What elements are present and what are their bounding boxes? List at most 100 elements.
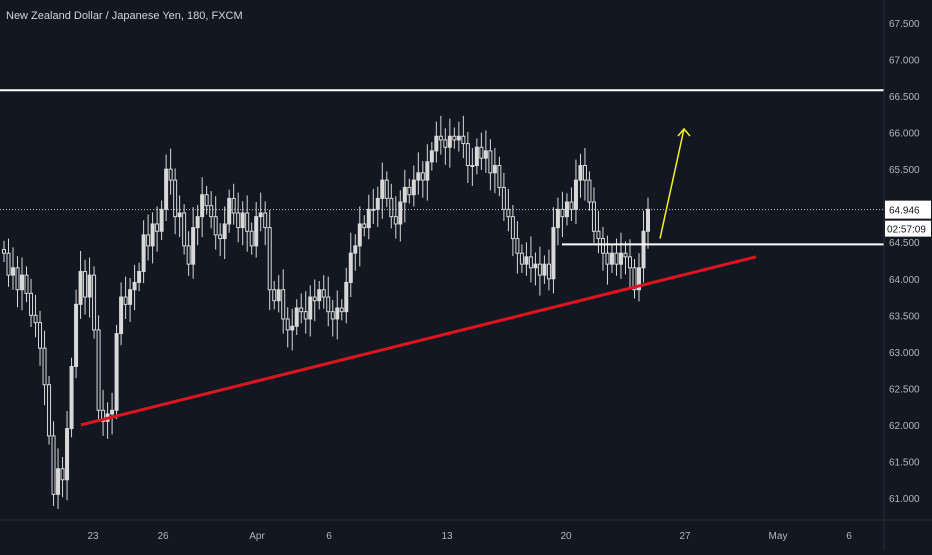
candle-body [308, 296, 313, 320]
candle [92, 266, 97, 339]
candle [330, 299, 335, 337]
candle [546, 249, 551, 291]
candle [299, 293, 304, 324]
price-axis[interactable]: 61.000 61.500 62.000 62.500 63.000 63.500 64.0… [883, 0, 931, 550]
candle-body [510, 216, 515, 240]
candle [411, 165, 416, 207]
candle [443, 128, 448, 165]
candle-body [74, 303, 79, 367]
candle [335, 290, 340, 340]
time-tick-label: Apr [249, 531, 265, 542]
candle [96, 315, 101, 422]
candle [483, 130, 488, 173]
candle [362, 215, 367, 237]
time-tick-label: 26 [157, 531, 169, 542]
candle-body [168, 168, 173, 181]
candle-body [551, 227, 556, 280]
target-arrow-head [677, 127, 691, 137]
last-price-label: 64.946 [889, 206, 920, 217]
candle-body [389, 197, 394, 218]
candle [317, 280, 322, 310]
candle-body [348, 252, 353, 283]
candle-body [407, 186, 412, 196]
candle [375, 186, 380, 227]
candle [236, 192, 241, 243]
candle-body [132, 281, 137, 291]
candle-body [218, 234, 223, 240]
price-tick-label: 62.500 [889, 384, 920, 395]
candle-body [321, 289, 326, 298]
candle-body [204, 194, 209, 207]
candle-body [114, 333, 119, 411]
candle-body [186, 245, 191, 265]
candle-body [60, 468, 65, 481]
countdown-badge [885, 220, 931, 237]
candle-body [605, 252, 610, 265]
candle-body [474, 146, 479, 167]
price-tick-label: 66.000 [889, 129, 920, 140]
candle-body [303, 311, 308, 320]
candle-body [213, 216, 218, 236]
candle [533, 252, 538, 286]
candle [434, 121, 439, 163]
candle-body [375, 197, 380, 210]
price-tick-label: 65.500 [889, 165, 920, 176]
candle-body [209, 205, 214, 218]
candle [596, 210, 601, 254]
candle [254, 202, 259, 258]
candle-body [353, 245, 358, 254]
candle [326, 276, 331, 327]
candle [384, 171, 389, 208]
candle [312, 279, 317, 322]
candle [308, 285, 313, 337]
candle-body [51, 435, 56, 495]
candle [6, 238, 11, 287]
candle [510, 204, 515, 257]
candle-body [582, 165, 587, 181]
candle [128, 278, 133, 322]
candle-body [537, 263, 542, 276]
candle-body [249, 230, 254, 247]
candle [389, 183, 394, 229]
candle-body [159, 208, 164, 232]
candle [182, 204, 187, 255]
candle-body [533, 263, 538, 269]
candle-body [483, 150, 488, 159]
price-tick-label: 64.000 [889, 275, 920, 286]
target-arrow-shaft[interactable] [659, 128, 685, 239]
candle [263, 201, 268, 246]
candle-body [600, 238, 605, 254]
candle [231, 183, 236, 225]
candle-body [330, 311, 335, 320]
candle [357, 206, 362, 267]
countdown-label: 02:57:09 [887, 225, 926, 236]
candle [402, 169, 407, 223]
candle [141, 220, 146, 284]
time-axis[interactable]: 23 26 Apr 6 13 20 27 May 6 [0, 519, 932, 542]
candle [573, 159, 578, 224]
time-tick-label: 23 [87, 531, 99, 542]
candle [371, 188, 376, 224]
candle [47, 375, 52, 445]
candle [528, 236, 533, 283]
price-tick-label: 62.000 [889, 421, 920, 432]
candle-body [272, 289, 277, 302]
candle-body [254, 216, 259, 247]
candle-body [452, 135, 457, 141]
price-tick-label: 67.000 [889, 56, 920, 67]
price-tick-label: 66.500 [889, 92, 920, 103]
time-tick-label: 6 [846, 531, 852, 542]
candle [272, 280, 277, 310]
candle-body [231, 197, 236, 214]
candle [380, 162, 385, 219]
candle-body [29, 292, 34, 316]
candle [83, 259, 88, 315]
candle-body [123, 296, 128, 305]
candle-body [434, 135, 439, 152]
candle [267, 210, 272, 311]
candle-body [515, 238, 520, 254]
support-trendline[interactable] [80, 255, 757, 427]
candle-body [479, 146, 484, 159]
